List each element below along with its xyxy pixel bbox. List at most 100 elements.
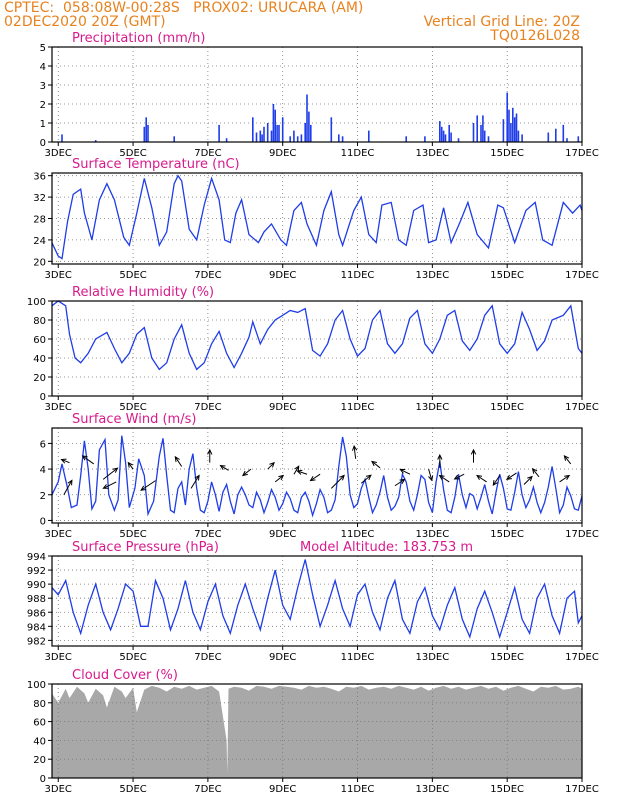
pressure-ytick-label: 988 — [27, 594, 46, 605]
precip-bar — [145, 117, 147, 142]
rh-xtick-label: 3DEC — [45, 402, 72, 413]
pressure-ytick-label: 992 — [27, 566, 46, 577]
precip-xtick-label: 15DEC — [490, 148, 524, 159]
precip-bar — [444, 134, 447, 142]
pressure-xtick-label: 13DEC — [415, 652, 449, 663]
wind-xtick-label: 5DEC — [119, 529, 146, 540]
wind-vector — [428, 468, 434, 482]
wind-vector — [309, 473, 321, 482]
precip-bar — [566, 138, 568, 142]
precip-xtick-label: 7DEC — [194, 148, 221, 159]
pressure-annotation: Model Altitude: 183.753 m — [300, 540, 473, 555]
wind-vector — [523, 475, 533, 485]
rh-xtick-label: 17DEC — [565, 402, 599, 413]
header-code: TQ0126L028 — [490, 28, 580, 44]
precip-bar — [368, 130, 370, 142]
pressure-xtick-label: 15DEC — [490, 652, 524, 663]
wind-vector — [241, 468, 252, 477]
wind-vector — [102, 481, 117, 489]
wind-ytick-label: 4 — [40, 465, 46, 476]
wind-vector — [81, 455, 95, 465]
precip-bar — [521, 134, 523, 142]
temp-title: Surface Temperature (nC) — [72, 157, 240, 172]
cloud-title: Cloud Cover (%) — [72, 668, 178, 683]
precip-bar — [296, 136, 299, 142]
precip-bar — [259, 130, 262, 142]
wind-line — [51, 435, 583, 518]
precip-bar — [274, 109, 276, 142]
temp-line — [51, 174, 583, 260]
precip-bar — [440, 126, 443, 142]
wind-vector — [60, 458, 70, 464]
cloud-ytick-label: 80 — [33, 699, 46, 710]
wind-ytick-label: 0 — [40, 516, 46, 527]
precip-bar — [510, 123, 512, 142]
rh-xtick-label: 11DEC — [341, 402, 375, 413]
precip-bar — [338, 134, 340, 142]
wind-vector — [470, 448, 477, 463]
pressure-xtick-label: 5DEC — [119, 652, 146, 663]
precip-bar — [225, 138, 228, 142]
precip-bar — [476, 115, 478, 142]
wind-vector — [453, 473, 465, 480]
cloud-frame — [51, 683, 583, 779]
precip-bar — [304, 123, 306, 142]
precip-bar — [310, 124, 312, 142]
precip-bar — [448, 124, 450, 142]
precip-bar — [424, 136, 426, 142]
temp-ytick-label: 24 — [33, 236, 46, 247]
wind-xtick-label: 13DEC — [415, 529, 449, 540]
rh-line — [51, 300, 583, 371]
wind-vector — [371, 460, 381, 469]
precip-bar — [341, 136, 344, 142]
wind-xtick-label: 15DEC — [490, 529, 524, 540]
pressure-title: Surface Pressure (hPa) — [72, 540, 219, 555]
wind-title: Surface Wind (m/s) — [72, 412, 196, 427]
precip-bar — [562, 124, 565, 142]
wind-vector — [437, 453, 443, 468]
precip-bar — [218, 124, 220, 142]
rh-frame — [51, 300, 583, 397]
wind-vector — [399, 468, 411, 475]
precip-bar — [439, 121, 441, 142]
precip-bar — [276, 124, 278, 142]
rh-ytick-label: 20 — [33, 373, 46, 384]
wind-xtick-label: 7DEC — [194, 529, 221, 540]
precip-ytick-label: 0 — [40, 138, 46, 149]
precip-ytick-label: 1 — [40, 119, 46, 130]
pressure-xtick-label: 3DEC — [45, 652, 72, 663]
cloud-xtick-label: 3DEC — [45, 784, 72, 795]
temp-xtick-label: 7DEC — [194, 270, 221, 281]
precip-bar — [61, 134, 63, 142]
cloud-xtick-label: 5DEC — [119, 784, 146, 795]
wind-vector — [352, 444, 358, 459]
cloud-xtick-label: 9DEC — [269, 784, 296, 795]
wind-vector — [531, 467, 540, 478]
temp-xtick-label: 15DEC — [490, 270, 524, 281]
rh-ytick-label: 0 — [40, 392, 46, 403]
wind-vector — [492, 475, 501, 487]
cloud-ytick-label: 100 — [27, 680, 46, 691]
wind-vector — [360, 474, 372, 484]
wind-vector — [505, 472, 517, 480]
precip-bar — [306, 94, 308, 142]
pressure-xtick-label: 9DEC — [269, 652, 296, 663]
precip-xtick-label: 9DEC — [269, 148, 296, 159]
wind-vector — [476, 474, 487, 483]
wind-vector — [394, 478, 406, 487]
precip-bar — [442, 130, 445, 142]
pressure-ytick-label: 984 — [27, 622, 46, 633]
precip-bar — [480, 124, 482, 142]
rh-ytick-label: 40 — [33, 354, 46, 365]
wind-xtick-label: 11DEC — [341, 529, 375, 540]
pressure-ytick-label: 990 — [27, 580, 46, 591]
temp-xtick-label: 5DEC — [119, 270, 146, 281]
wind-ytick-label: 6 — [40, 439, 46, 450]
wind-xtick-label: 3DEC — [45, 529, 72, 540]
rh-title: Relative Humidity (%) — [72, 285, 214, 300]
wind-vector — [330, 474, 345, 489]
cloud-ytick-label: 20 — [33, 755, 46, 766]
precip-frame — [51, 46, 583, 143]
cloud-ytick-label: 0 — [40, 774, 46, 785]
temp-xtick-label: 13DEC — [415, 270, 449, 281]
